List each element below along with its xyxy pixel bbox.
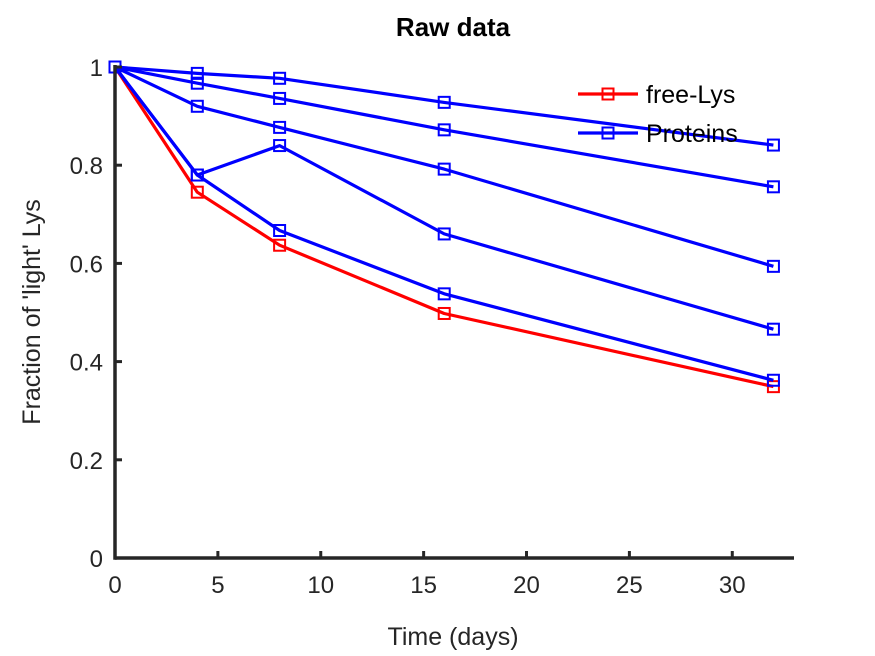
data-point (437, 123, 451, 137)
x-tick-label: 20 (513, 572, 540, 599)
data-point (190, 99, 204, 113)
data-point (766, 138, 780, 152)
series-5 (108, 60, 780, 387)
data-point (273, 139, 287, 153)
data-point (437, 287, 451, 301)
data-point (273, 120, 287, 134)
data-point (766, 180, 780, 194)
axes: 0 5 10 15 20 25 30 0 0.2 0.4 0.6 0.8 1 (70, 55, 794, 599)
data-point (190, 168, 204, 182)
legend-marker (601, 126, 615, 140)
legend: free-Lys Proteins (578, 81, 738, 148)
legend-entry: free-Lys (578, 81, 735, 109)
y-tick-label: 1 (90, 55, 103, 82)
data-point (273, 91, 287, 105)
y-tick-label: 0.2 (70, 448, 103, 475)
x-tick-label: 0 (108, 572, 121, 599)
data-point (437, 162, 451, 176)
data-point (766, 373, 780, 387)
data-point (437, 306, 451, 320)
data-point (273, 224, 287, 238)
data-point (437, 95, 451, 109)
data-point (437, 227, 451, 241)
plot-area (108, 60, 780, 394)
chart-title: Raw data (396, 12, 511, 42)
y-tick-label: 0 (90, 546, 103, 573)
series-1 (108, 60, 780, 152)
x-tick-label: 15 (410, 572, 437, 599)
x-tick-label: 5 (211, 572, 224, 599)
x-tick-label: 10 (307, 572, 334, 599)
series-line (114, 65, 774, 189)
data-point (273, 71, 287, 85)
legend-entry: Proteins (578, 120, 738, 148)
series-line (114, 65, 774, 268)
data-point (190, 185, 204, 199)
legend-label: Proteins (646, 120, 738, 148)
x-tick-label: 25 (616, 572, 643, 599)
legend-label: free-Lys (646, 81, 735, 109)
y-tick-label: 0.4 (70, 350, 103, 377)
y-tick-label: 0.8 (70, 153, 103, 180)
data-point (766, 259, 780, 273)
x-tick-label: 30 (719, 572, 746, 599)
legend-marker (601, 87, 615, 101)
series-line (114, 65, 774, 147)
data-point (766, 322, 780, 336)
y-axis-label: Fraction of 'light' Lys (18, 199, 46, 424)
x-axis-label: Time (days) (387, 623, 518, 651)
series-line (113, 66, 774, 389)
y-tick-label: 0.6 (70, 251, 103, 278)
data-point (190, 66, 204, 80)
series-line (113, 66, 774, 382)
data-point (190, 76, 204, 90)
data-point (273, 238, 287, 252)
